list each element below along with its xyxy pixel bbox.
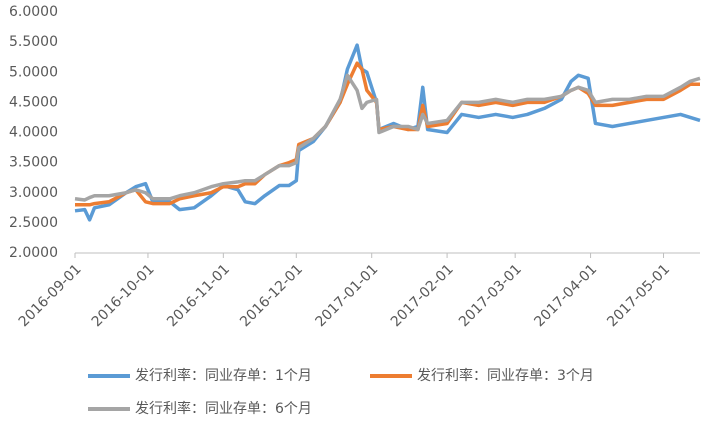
x-tick-label: 2017-02-01	[388, 261, 457, 330]
series-line	[74, 73, 701, 202]
legend-label: 发行利率：同业存单：1个月	[135, 367, 312, 384]
x-tick-label: 2016-11-01	[164, 261, 233, 330]
y-tick-label: 3.5000	[9, 155, 58, 171]
y-tick-label: 6.0000	[9, 4, 58, 20]
x-tick-label: 2017-03-01	[456, 261, 525, 330]
legend-label: 发行利率：同业存单：3个月	[417, 367, 594, 384]
y-tick-label: 3.0000	[9, 185, 58, 201]
x-tick-label: 2016-10-01	[89, 261, 158, 330]
series-line	[74, 43, 701, 222]
series-line	[75, 61, 700, 207]
x-tick-label: 2017-05-01	[604, 261, 673, 330]
x-tick-label: 2016-12-01	[237, 261, 306, 330]
x-tick-label: 2017-01-01	[312, 261, 381, 330]
y-tick-label: 2.0000	[9, 245, 58, 261]
y-tick-label: 4.5000	[9, 94, 58, 110]
y-tick-label: 2.5000	[9, 215, 58, 231]
y-tick-label: 4.0000	[9, 125, 58, 141]
x-tick-label: 2017-04-01	[531, 261, 600, 330]
legend-label: 发行利率：同业存单：6个月	[135, 400, 312, 417]
y-tick-label: 5.0000	[9, 64, 58, 80]
x-tick-label: 2016-09-01	[16, 261, 85, 330]
y-tick-label: 5.5000	[9, 34, 58, 50]
